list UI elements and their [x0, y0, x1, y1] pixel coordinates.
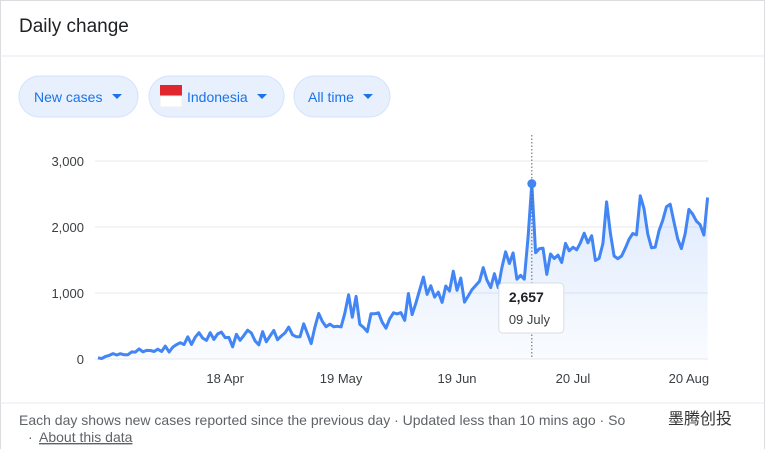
line	[97, 182, 710, 360]
chip[interactable]: All time	[293, 75, 391, 118]
x-tick-label: 18 Apr	[206, 371, 244, 386]
flag-red	[160, 85, 182, 96]
x-tick-label: 19 May	[320, 371, 363, 386]
chip-arrow[interactable]	[257, 94, 267, 99]
y-tick-label: 3,000	[51, 154, 84, 169]
chip-bg[interactable]	[293, 75, 391, 118]
x-tick-label: 20 Jul	[556, 371, 591, 386]
hover-dot	[527, 179, 537, 189]
chip-bg[interactable]	[18, 75, 139, 118]
chip-label[interactable]: New cases	[34, 89, 102, 105]
footer-link[interactable]: About this data	[39, 429, 133, 445]
y-tick-label: 1,000	[51, 286, 84, 301]
y-tick-label: 0	[77, 352, 84, 367]
plot: 0 1,000 2,000 3,000 18 Apr 19 May 19 Jun 20 Jul…	[51, 135, 709, 386]
chip-arrow[interactable]	[112, 94, 122, 99]
chip-arrow[interactable]	[363, 94, 373, 99]
chip[interactable]: Indonesia	[148, 75, 285, 118]
tooltip-box	[498, 282, 565, 334]
flag-white	[159, 95, 183, 108]
tooltip-date: 09 July	[509, 312, 551, 327]
x-tick-label: 19 Jun	[438, 371, 477, 386]
watermark: 墨腾创投	[668, 410, 732, 428]
footer-dot: ·	[28, 429, 33, 445]
chip-label[interactable]: All time	[308, 89, 354, 105]
y-tick-label: 2,000	[51, 220, 84, 235]
footer-text: Each day shows new cases reported since …	[19, 412, 625, 428]
chip-label[interactable]: Indonesia	[187, 89, 248, 105]
chip[interactable]: New cases	[18, 75, 139, 118]
x-tick-label: 20 Aug	[669, 371, 710, 386]
tooltip-value: 2,657	[509, 289, 544, 305]
title: Daily change	[19, 16, 129, 37]
chip-bg[interactable]	[148, 75, 285, 118]
